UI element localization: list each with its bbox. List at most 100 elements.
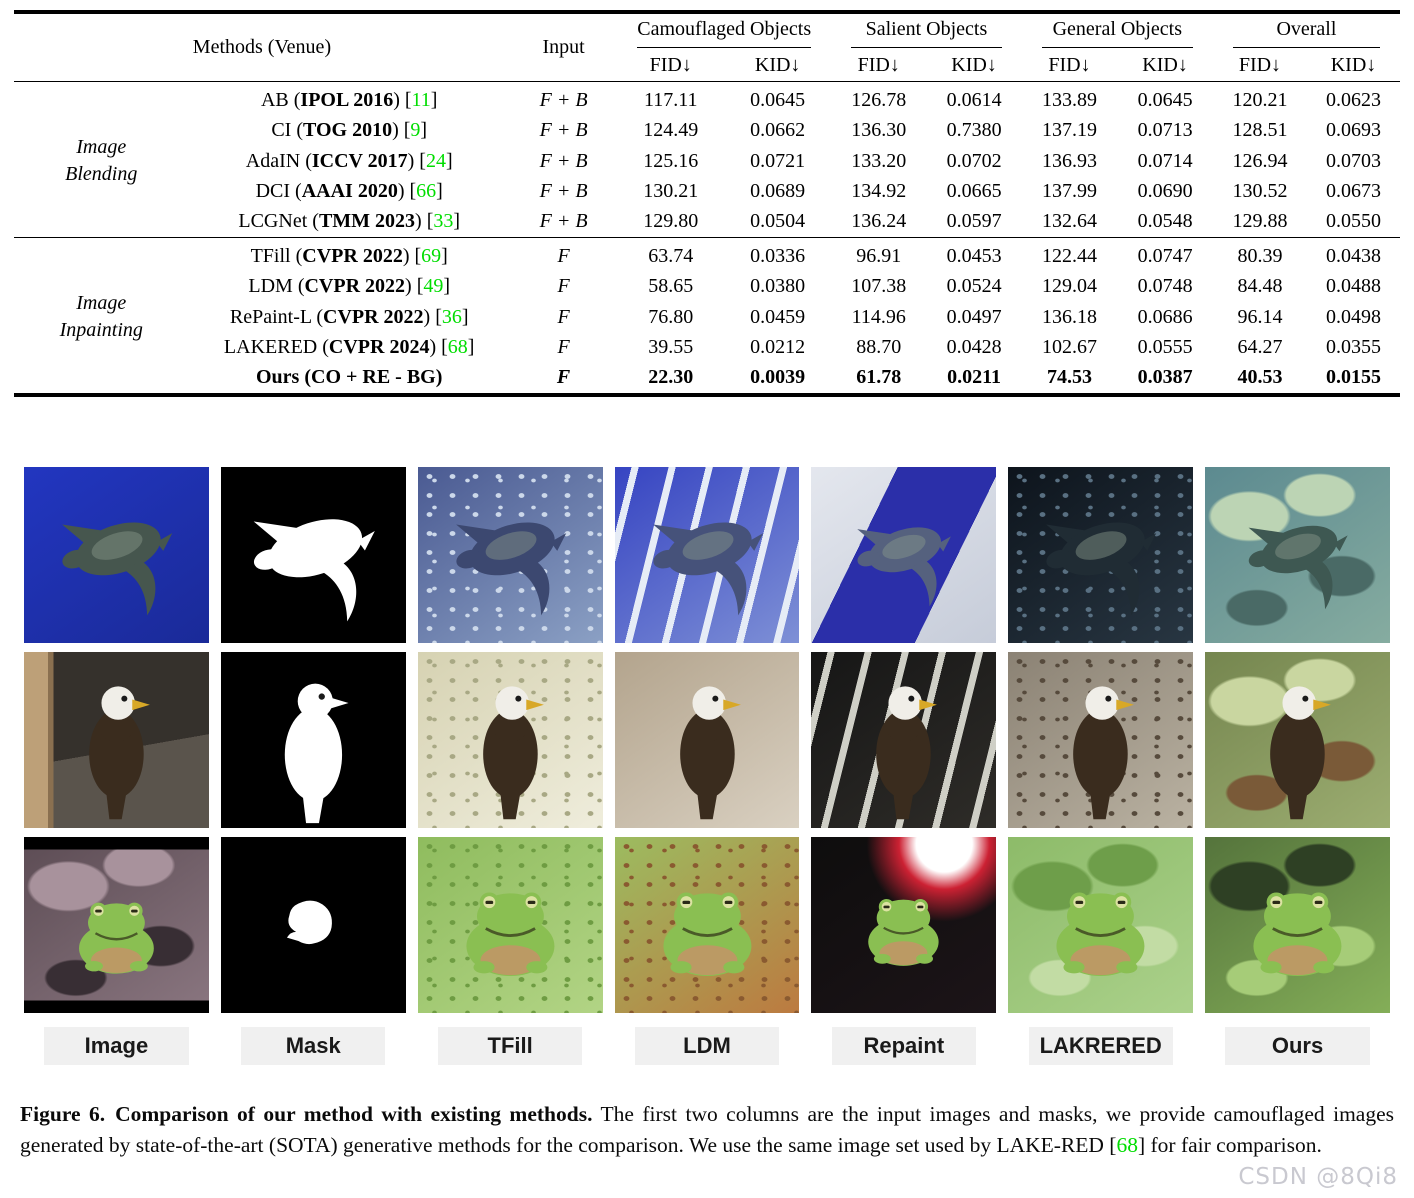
input-cell: F [557,275,570,298]
metric-value: 130.21 [643,179,699,202]
metric-value: 22.30 [648,366,694,389]
col-header-fid: FID↓ [617,50,725,82]
method-cell: RePaint-L (CVPR 2022) [36] [229,305,469,328]
figure-cell-r3-tfill [417,836,603,1013]
metric-value: 0.0702 [946,149,1002,172]
metric-value: 88.70 [856,335,902,358]
method-cell: DCI (AAAI 2020) [66] [255,179,443,202]
method-cell: LDM (CVPR 2022) [49] [248,275,451,298]
turtle-illustration [455,522,566,616]
citation-link[interactable]: 68 [1116,1132,1138,1157]
citation-link[interactable]: 11 [411,88,431,111]
metric-value: 129.88 [1232,210,1288,233]
metric-value: 76.80 [648,305,694,328]
frog-illustration [868,898,940,966]
method-name: DCI [255,179,291,202]
metric-value: 130.52 [1232,179,1288,202]
results-table-section: Methods (Venue) Input Camouflaged Objects S… [14,10,1400,397]
metric-value: 137.99 [1042,179,1098,202]
col-group-label: Camouflaged Objects [637,16,812,49]
metric-value: 84.48 [1237,275,1283,298]
col-group-3: General Objects [1022,12,1213,50]
caption-title: Comparison of our method with existing m… [115,1101,593,1126]
metric-value: 0.0614 [946,88,1002,111]
table-body: Image Blending AB (IPOL 2016) [11] F + B 11 7… [14,81,1400,395]
method-name: RePaint-L [229,305,312,328]
table-row: Image Inpainting TFill (CVPR 2022) [69] F 63… [14,236,1400,395]
input-cell: F [556,366,571,389]
metric-value: 0.0747 [1117,236,1213,272]
metric-value: 0.0645 [1137,88,1193,111]
group-label-line2: Inpainting [59,318,143,341]
metric-value: 136.93 [1042,149,1098,172]
label-slot-repaint: Repaint [811,1026,996,1065]
results-table: Methods (Venue) Input Camouflaged Objects S… [14,10,1400,397]
metric-value: 0.0703 [1326,149,1382,172]
group-label: Image Blending [14,81,189,237]
method-name: TFill [250,244,291,267]
citation-link[interactable]: 24 [425,149,446,172]
citation-link[interactable]: 9 [410,119,421,142]
table-row: Image Blending AB (IPOL 2016) [11] F + B 117… [14,81,1400,185]
figure-cell-r1-ours [1205,466,1390,643]
metric-value: 0.0453 [926,236,1022,272]
col-header-input: Input [509,12,618,82]
group-label-line1: Image [76,136,127,159]
citation-link[interactable]: 68 [447,335,468,358]
metric-value: 39.55 [648,335,694,358]
figure-cell-r1-tfill [417,466,603,643]
col-group-1: Camouflaged Objects [617,12,831,50]
metric-value: 129.04 [1042,275,1098,298]
metric-value: 0.0498 [1326,305,1382,328]
figure-cell-r2-tfill [417,651,603,828]
metric-value: 136.24 [851,210,907,233]
caption-figure-label: Figure 6. [20,1101,106,1126]
metric-value: 0.0039 [750,366,806,389]
metric-value: 0.0623 [1326,88,1382,111]
frog-illustration [1253,892,1342,976]
citation-link[interactable]: 66 [416,179,437,202]
label-slot-ours: Ours [1205,1026,1390,1065]
method-cell: AdaIN (ICCV 2017) [24] [245,149,453,172]
table-row: LAKERED (CVPR 2024) [68] F 39.55 0.0212 88.7… [14,332,1400,362]
column-label-image: Image [44,1026,189,1065]
metric-value: 102.67 [1042,335,1098,358]
label-slot-image: Image [24,1026,209,1065]
figure-cell-r1-ldm [614,466,800,643]
turtle-illustration [1248,525,1348,609]
metric-value: 133.89 [1042,88,1098,111]
table-row: AdaIN (ICCV 2017) [24] F + B 125.16 0.0721 1… [14,146,1400,176]
table-row: RePaint-L (CVPR 2022) [36] F 76.80 0.0459 11… [14,302,1400,332]
metric-value: 0.0488 [1326,275,1382,298]
metric-value: 0.7380 [946,119,1002,142]
group-label-line1: Image [76,292,127,315]
metric-value: 0.0713 [1137,119,1193,142]
col-group-2: Salient Objects [831,12,1022,50]
citation-link[interactable]: 49 [423,275,444,298]
metric-value: 122.44 [1021,236,1118,272]
watermark: CSDN @8Qi8 [1238,1164,1398,1190]
header-row-groups: Methods (Venue) Input Camouflaged Objects S… [14,12,1400,82]
metric-value: 0.0555 [1137,335,1193,358]
frog-mask-silhouette [286,900,332,944]
metric-value: 136.30 [851,119,907,142]
col-header-kid: KID↓ [926,50,1022,82]
metric-value: 0.0690 [1137,179,1193,202]
method-name: LCGNet [238,210,308,233]
citation-link[interactable]: 69 [421,244,442,267]
method-cell: AB (IPOL 2016) [11] [260,88,438,111]
citation-link[interactable]: 36 [441,305,462,328]
input-cell: F + B [539,88,588,111]
citation-link[interactable]: 33 [433,210,454,233]
figure-cell-r2-lakrered [1008,651,1194,828]
metric-value: 0.0387 [1137,366,1193,389]
metric-value: 107.38 [851,275,907,298]
group-label-line2: Blending [65,162,138,185]
metric-value: 125.16 [643,149,699,172]
metric-value: 0.0497 [946,305,1002,328]
group-label: Image Inpainting [14,236,189,395]
method-name: LAKERED [223,335,318,358]
method-name: Ours (CO + RE - BG) [256,366,443,389]
column-label-tfill: TFill [438,1026,583,1065]
metric-value: 96.91 [831,236,927,272]
